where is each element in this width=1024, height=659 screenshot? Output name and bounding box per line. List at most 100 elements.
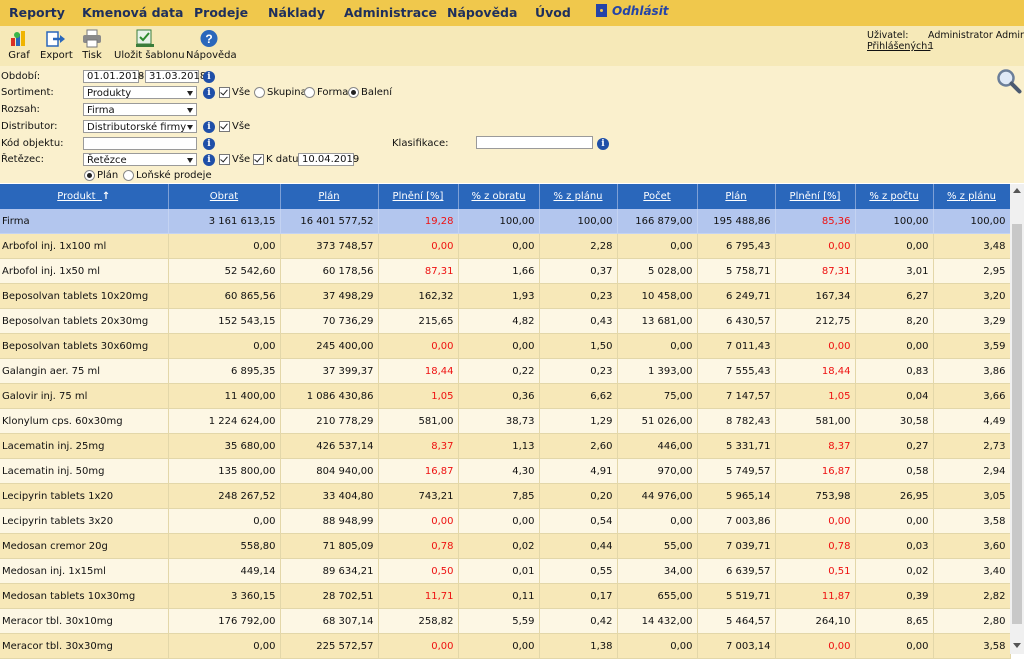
- table-cell: 0,04: [855, 383, 934, 409]
- classification-info-icon[interactable]: i: [597, 138, 609, 150]
- menu-kmenova-data[interactable]: Kmenová data: [82, 5, 184, 20]
- help-button[interactable]: ? Nápověda: [186, 29, 237, 61]
- table-row[interactable]: Medosan tablets 10x30mg 3 360,15 28 702,51…: [0, 583, 1011, 609]
- table-cell: 0,50: [378, 558, 459, 584]
- search-icon[interactable]: [996, 68, 1022, 94]
- scope-select[interactable]: Firma: [83, 103, 197, 116]
- plan-radio[interactable]: [84, 170, 95, 181]
- export-button[interactable]: Export: [40, 29, 73, 61]
- table-cell: 581,00: [775, 408, 856, 434]
- chart-button[interactable]: Graf: [8, 29, 30, 61]
- assortment-all-checkbox[interactable]: [219, 87, 230, 98]
- table-row[interactable]: Medosan cremor 20g 558,80 71 805,09 0,78 0,0…: [0, 533, 1011, 559]
- table-cell: 87,31: [378, 258, 459, 284]
- scroll-up-icon[interactable]: [1013, 188, 1021, 193]
- menu-napoveda[interactable]: Nápověda: [447, 5, 518, 20]
- menu-naklady[interactable]: Náklady: [268, 5, 326, 20]
- scroll-down-icon[interactable]: [1013, 643, 1021, 648]
- table-header-row: Produkt ↑ Obrat Plán Plnění [%] % z obra…: [0, 184, 1011, 209]
- distributor-info-icon[interactable]: i: [203, 121, 215, 133]
- distributor-select[interactable]: Distributorské firmy: [83, 120, 197, 133]
- table-row[interactable]: Galangin aer. 75 ml 6 895,35 37 399,37 18,4…: [0, 358, 1011, 384]
- column-header-product[interactable]: Produkt ↑: [0, 184, 169, 209]
- print-button[interactable]: Tisk: [81, 29, 103, 61]
- table-row[interactable]: Arbofol inj. 1x100 ml 0,00 373 748,57 0,00 0…: [0, 233, 1011, 259]
- table-cell: 3,40: [933, 558, 1011, 584]
- table-cell: 5 758,71: [697, 258, 776, 284]
- table-cell: 52 542,60: [168, 258, 281, 284]
- column-header-fulfillment[interactable]: Plnění [%]: [378, 184, 459, 209]
- table-row[interactable]: Beposolvan tablets 20x30mg 152 543,15 70 7…: [0, 308, 1011, 334]
- menu-administrace[interactable]: Administrace: [344, 5, 438, 20]
- menu-uvod[interactable]: Úvod: [535, 5, 571, 20]
- column-header-pct-count-plan[interactable]: % z plánu: [933, 184, 1011, 209]
- table-cell: 0,00: [855, 233, 934, 259]
- table-row[interactable]: Arbofol inj. 1x50 ml 52 542,60 60 178,56 87…: [0, 258, 1011, 284]
- column-header-turnover[interactable]: Obrat: [168, 184, 281, 209]
- table-row[interactable]: Lacematin inj. 25mg 35 680,00 426 537,14 8,…: [0, 433, 1011, 459]
- table-cell: 7 003,14: [697, 633, 776, 659]
- table-row[interactable]: Klonylum cps. 60x30mg 1 224 624,00 210 778…: [0, 408, 1011, 434]
- assortment-select[interactable]: Produkty: [83, 86, 197, 99]
- table-cell: 558,80: [168, 533, 281, 559]
- table-cell: 11 400,00: [168, 383, 281, 409]
- column-header-count[interactable]: Počet: [617, 184, 698, 209]
- save-template-button[interactable]: Uložit šablonu: [114, 29, 185, 61]
- svg-text:?: ?: [205, 32, 212, 46]
- group-radio[interactable]: [254, 87, 265, 98]
- table-row[interactable]: Lecipyrin tablets 3x20 0,00 88 948,99 0,00 0…: [0, 508, 1011, 534]
- table-row[interactable]: Galovir inj. 75 ml 11 400,00 1 086 430,86 1…: [0, 383, 1011, 409]
- table-row[interactable]: Meracor tbl. 30x10mg 176 792,00 68 307,14 2…: [0, 608, 1011, 634]
- table-row[interactable]: Beposolvan tablets 30x60mg 0,00 245 400,00…: [0, 333, 1011, 359]
- menu-prodeje[interactable]: Prodeje: [194, 5, 249, 20]
- chain-select[interactable]: Řetězce: [83, 153, 197, 166]
- table-row[interactable]: Beposolvan tablets 10x20mg 60 865,56 37 49…: [0, 283, 1011, 309]
- table-row[interactable]: Lacematin inj. 50mg 135 800,00 804 940,00 1…: [0, 458, 1011, 484]
- table-total-row[interactable]: Firma 3 161 613,15 16 401 577,52 19,28 100,0…: [0, 209, 1011, 234]
- form-radio[interactable]: [304, 87, 315, 98]
- table-cell: 35 680,00: [168, 433, 281, 459]
- column-header-plan[interactable]: Plán: [280, 184, 379, 209]
- pack-radio[interactable]: [348, 87, 359, 98]
- object-code-field[interactable]: [83, 137, 197, 150]
- column-header-pct-count[interactable]: % z počtu: [855, 184, 934, 209]
- table-row[interactable]: Lecipyrin tablets 1x20 248 267,52 33 404,8…: [0, 483, 1011, 509]
- logout-link[interactable]: Odhlásit: [596, 4, 669, 18]
- help-icon: ?: [199, 29, 219, 48]
- scroll-thumb[interactable]: [1012, 224, 1022, 624]
- table-cell: 449,14: [168, 558, 281, 584]
- logged-in-label[interactable]: Přihlášených:: [867, 41, 931, 52]
- column-header-pct-turnover[interactable]: % z obratu: [458, 184, 540, 209]
- menu-reporty[interactable]: Reporty: [9, 5, 65, 20]
- object-code-info-icon[interactable]: i: [203, 138, 215, 150]
- column-header-pct-plan[interactable]: % z plánu: [539, 184, 618, 209]
- table-cell: 0,00: [378, 333, 459, 359]
- chain-all-checkbox[interactable]: [219, 154, 230, 165]
- table-cell: 8,37: [378, 433, 459, 459]
- vertical-scrollbar[interactable]: [1010, 184, 1024, 654]
- table-cell: 19,28: [378, 209, 459, 234]
- table-cell: 0,00: [458, 633, 540, 659]
- as-of-date-checkbox[interactable]: [253, 154, 264, 165]
- period-info-icon[interactable]: i: [203, 71, 215, 83]
- period-to-field[interactable]: 31.03.2018: [145, 70, 206, 83]
- classification-field[interactable]: [476, 136, 593, 149]
- last-year-radio[interactable]: [123, 170, 134, 181]
- table-cell: 0,00: [617, 233, 698, 259]
- column-header-count-plan[interactable]: Plán: [697, 184, 776, 209]
- assortment-info-icon[interactable]: i: [203, 87, 215, 99]
- assortment-label: Sortiment:: [1, 87, 54, 98]
- column-header-count-fulfillment[interactable]: Plnění [%]: [775, 184, 856, 209]
- period-from-field[interactable]: 01.01.2018: [83, 70, 144, 83]
- chain-all-label: Vše: [232, 154, 251, 165]
- distributor-all-checkbox[interactable]: [219, 121, 230, 132]
- table-row[interactable]: Medosan inj. 1x15ml 449,14 89 634,21 0,50 0,…: [0, 558, 1011, 584]
- as-of-date-field[interactable]: 10.04.2019: [298, 153, 359, 166]
- table-cell: 210 778,29: [280, 408, 379, 434]
- table-cell: 8,37: [775, 433, 856, 459]
- table-cell: 100,00: [458, 209, 540, 234]
- table-row[interactable]: Meracor tbl. 30x30mg 0,00 225 572,57 0,00 0,…: [0, 633, 1011, 659]
- help-button-label: Nápověda: [186, 50, 237, 61]
- chain-info-icon[interactable]: i: [203, 154, 215, 166]
- table-cell: 0,55: [539, 558, 618, 584]
